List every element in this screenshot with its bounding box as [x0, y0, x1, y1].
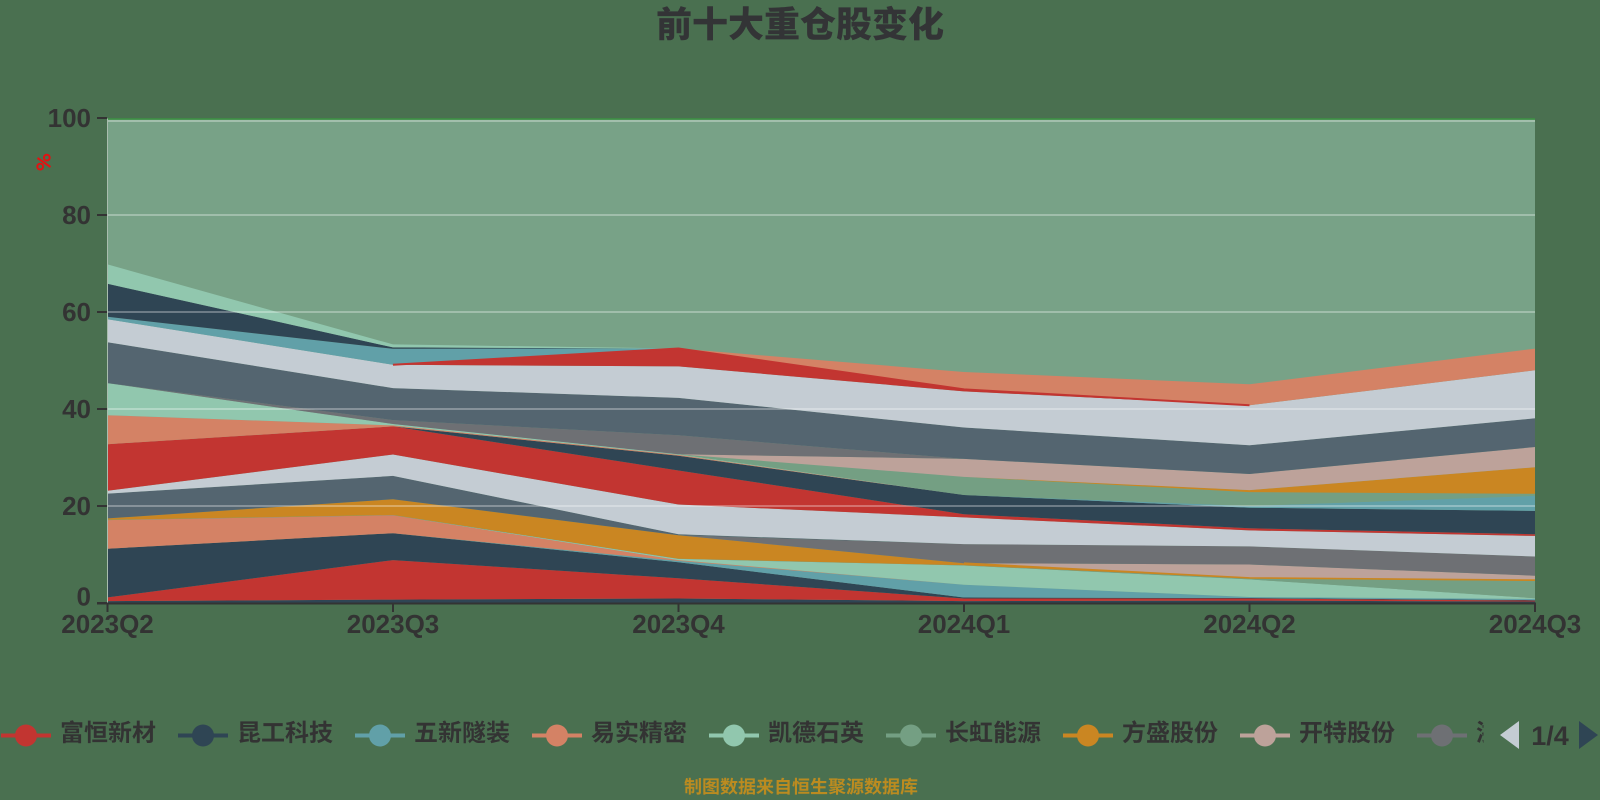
svg-text:2023Q3: 2023Q3 [347, 609, 440, 639]
svg-text:20: 20 [62, 491, 91, 521]
svg-text:60: 60 [62, 297, 91, 327]
svg-text:1/4: 1/4 [1531, 721, 1569, 751]
svg-text:2023Q2: 2023Q2 [61, 609, 154, 639]
svg-text:2024Q1: 2024Q1 [918, 609, 1011, 639]
svg-text:2024Q2: 2024Q2 [1203, 609, 1296, 639]
svg-text:100: 100 [48, 103, 91, 133]
svg-text:0: 0 [77, 582, 91, 612]
svg-text:2023Q4: 2023Q4 [632, 609, 725, 639]
svg-text:40: 40 [62, 394, 91, 424]
svg-text:2024Q3: 2024Q3 [1489, 609, 1582, 639]
svg-text:80: 80 [62, 200, 91, 230]
